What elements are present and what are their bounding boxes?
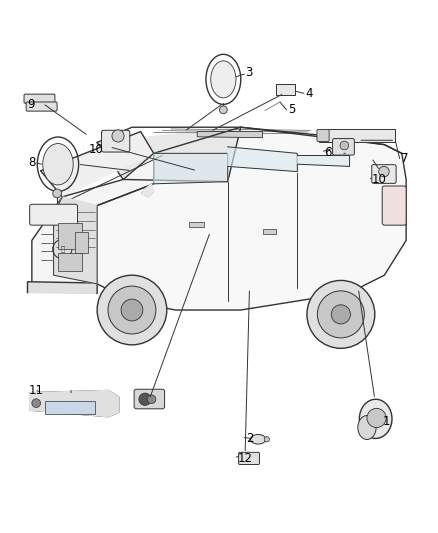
Circle shape	[219, 106, 227, 114]
Bar	[75, 232, 88, 254]
Circle shape	[318, 291, 364, 338]
Polygon shape	[228, 147, 297, 172]
Text: 8: 8	[28, 156, 36, 169]
Text: ⬧: ⬧	[60, 246, 64, 253]
Polygon shape	[30, 391, 119, 417]
Bar	[262, 229, 276, 234]
FancyBboxPatch shape	[134, 389, 165, 409]
Text: 5: 5	[288, 103, 295, 116]
Polygon shape	[297, 156, 350, 166]
Circle shape	[139, 393, 151, 405]
Ellipse shape	[359, 399, 392, 439]
FancyBboxPatch shape	[382, 186, 406, 225]
Text: 9: 9	[28, 98, 35, 111]
FancyBboxPatch shape	[26, 102, 57, 111]
FancyBboxPatch shape	[24, 94, 55, 103]
Circle shape	[307, 280, 375, 349]
Ellipse shape	[211, 61, 236, 98]
Polygon shape	[53, 197, 97, 284]
Ellipse shape	[358, 416, 376, 440]
Text: 10: 10	[371, 173, 386, 186]
Circle shape	[331, 305, 350, 324]
Ellipse shape	[251, 434, 266, 444]
FancyBboxPatch shape	[317, 130, 329, 142]
Ellipse shape	[43, 143, 73, 185]
Circle shape	[121, 299, 143, 321]
Polygon shape	[97, 127, 406, 310]
Bar	[319, 128, 395, 142]
Polygon shape	[197, 132, 262, 138]
Circle shape	[32, 399, 41, 408]
Bar	[45, 401, 95, 414]
Circle shape	[97, 275, 167, 345]
FancyBboxPatch shape	[332, 139, 354, 155]
Ellipse shape	[264, 437, 269, 442]
Circle shape	[147, 395, 156, 403]
Text: 4: 4	[305, 87, 313, 100]
Circle shape	[108, 286, 156, 334]
Bar	[58, 254, 82, 271]
Bar	[188, 222, 204, 228]
Text: 1: 1	[382, 415, 390, 427]
Circle shape	[367, 408, 386, 427]
Text: 2: 2	[246, 432, 254, 445]
FancyBboxPatch shape	[239, 453, 259, 465]
Polygon shape	[97, 127, 241, 182]
Circle shape	[340, 141, 349, 150]
Polygon shape	[32, 154, 154, 284]
Bar	[276, 84, 295, 94]
Text: 12: 12	[237, 453, 252, 465]
Text: 7: 7	[401, 152, 408, 165]
Circle shape	[53, 189, 61, 198]
Text: 6: 6	[324, 146, 332, 159]
Text: 3: 3	[245, 66, 252, 79]
Polygon shape	[141, 184, 154, 197]
Polygon shape	[154, 154, 228, 184]
FancyBboxPatch shape	[30, 204, 78, 225]
Circle shape	[112, 130, 124, 142]
Text: 10: 10	[89, 143, 104, 156]
Polygon shape	[41, 132, 154, 197]
Polygon shape	[28, 282, 97, 294]
Text: 11: 11	[28, 384, 43, 397]
FancyBboxPatch shape	[372, 165, 396, 183]
FancyBboxPatch shape	[102, 130, 130, 152]
Bar	[58, 223, 82, 249]
Circle shape	[379, 166, 389, 177]
